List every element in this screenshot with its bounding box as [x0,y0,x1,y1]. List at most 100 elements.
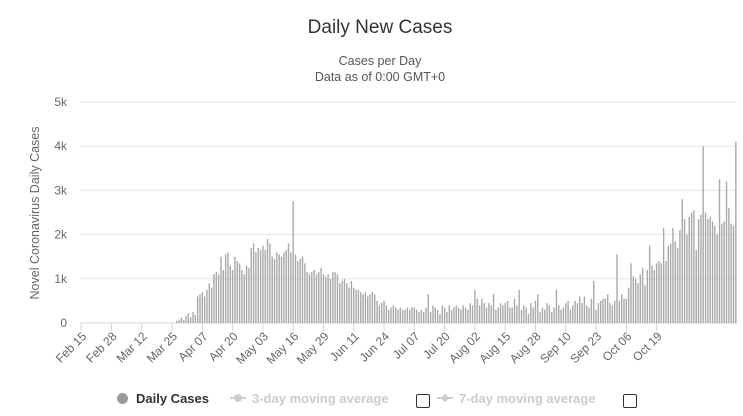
bar[interactable] [408,309,411,323]
bar[interactable] [560,309,562,323]
bar[interactable] [381,303,383,323]
bar[interactable] [492,294,495,323]
bar[interactable] [537,294,539,323]
bar[interactable] [439,314,441,323]
bar[interactable] [299,258,301,323]
bar[interactable] [588,307,590,323]
bar[interactable] [634,278,637,323]
bar[interactable] [467,309,469,323]
bar[interactable] [544,309,546,323]
bar[interactable] [290,252,292,323]
bar[interactable] [523,305,525,323]
bar[interactable] [336,274,339,323]
bar[interactable] [672,227,674,323]
bar[interactable] [683,219,686,323]
bar[interactable] [255,252,257,323]
bar[interactable] [453,307,455,323]
bar[interactable] [327,274,329,323]
bar[interactable] [341,281,343,323]
bar[interactable] [565,303,567,323]
bar[interactable] [590,298,593,323]
bar[interactable] [655,263,658,323]
bar[interactable] [688,216,690,323]
bar[interactable] [364,292,367,323]
bar[interactable] [273,258,276,323]
bar[interactable] [716,234,718,323]
bar[interactable] [660,263,662,323]
bar[interactable] [618,300,621,323]
bar[interactable] [641,267,644,323]
bar[interactable] [404,309,406,323]
bar[interactable] [292,201,294,323]
bar[interactable] [339,283,341,323]
bar[interactable] [394,307,397,323]
bar[interactable] [627,287,630,323]
bar[interactable] [213,274,215,323]
bar[interactable] [516,305,518,323]
bar[interactable] [362,294,364,323]
bar[interactable] [401,309,404,323]
bar[interactable] [623,298,625,323]
bar[interactable] [669,243,672,323]
bar[interactable] [243,274,245,323]
bar[interactable] [329,278,332,323]
bar[interactable] [427,294,429,323]
bar[interactable] [667,245,669,323]
bar[interactable] [525,307,527,323]
bar[interactable] [318,272,320,323]
bar[interactable] [390,307,392,323]
bar[interactable] [607,294,609,323]
bar[interactable] [443,307,446,323]
bar[interactable] [208,283,210,323]
bar[interactable] [325,276,327,323]
legend-item-daily-cases[interactable]: Daily Cases [117,388,209,408]
bar[interactable] [220,256,222,323]
bar[interactable] [201,292,204,323]
bar[interactable] [567,300,569,323]
bar[interactable] [350,281,353,323]
bar[interactable] [245,265,248,323]
bar[interactable] [541,307,544,323]
bar[interactable] [686,234,688,323]
bar[interactable] [320,267,322,323]
bar[interactable] [315,274,318,323]
bar[interactable] [632,276,635,323]
bar[interactable] [490,305,492,323]
bar[interactable] [693,210,695,323]
bar[interactable] [511,307,513,323]
bar[interactable] [546,303,548,323]
legend-item-7-day-average[interactable]: 7-day moving average [437,388,596,408]
bar[interactable] [593,281,595,323]
bar[interactable] [728,208,730,323]
bar[interactable] [595,309,597,323]
bar[interactable] [346,283,348,323]
bar[interactable] [506,300,509,323]
bar[interactable] [534,300,537,323]
bar[interactable] [681,199,683,323]
bar[interactable] [308,274,311,323]
bar[interactable] [266,239,269,323]
bar[interactable] [283,252,285,323]
bar[interactable] [252,243,255,323]
bar[interactable] [322,274,325,323]
bar[interactable] [483,303,485,323]
bar[interactable] [420,309,423,323]
bar[interactable] [422,311,425,323]
bar[interactable] [313,269,315,323]
bar[interactable] [262,245,264,323]
checkbox-7-day-average[interactable] [623,394,637,408]
bar[interactable] [297,261,299,323]
bar[interactable] [385,305,388,323]
bar[interactable] [676,247,679,323]
bar[interactable] [203,296,206,323]
bar[interactable] [539,311,541,323]
bar[interactable] [651,265,653,323]
bar[interactable] [301,256,304,323]
bar[interactable] [248,267,250,323]
bar[interactable] [369,294,371,323]
bar[interactable] [182,319,185,323]
bar[interactable] [413,307,416,323]
bar[interactable] [392,305,395,323]
bar[interactable] [478,305,481,323]
bar[interactable] [637,283,639,323]
